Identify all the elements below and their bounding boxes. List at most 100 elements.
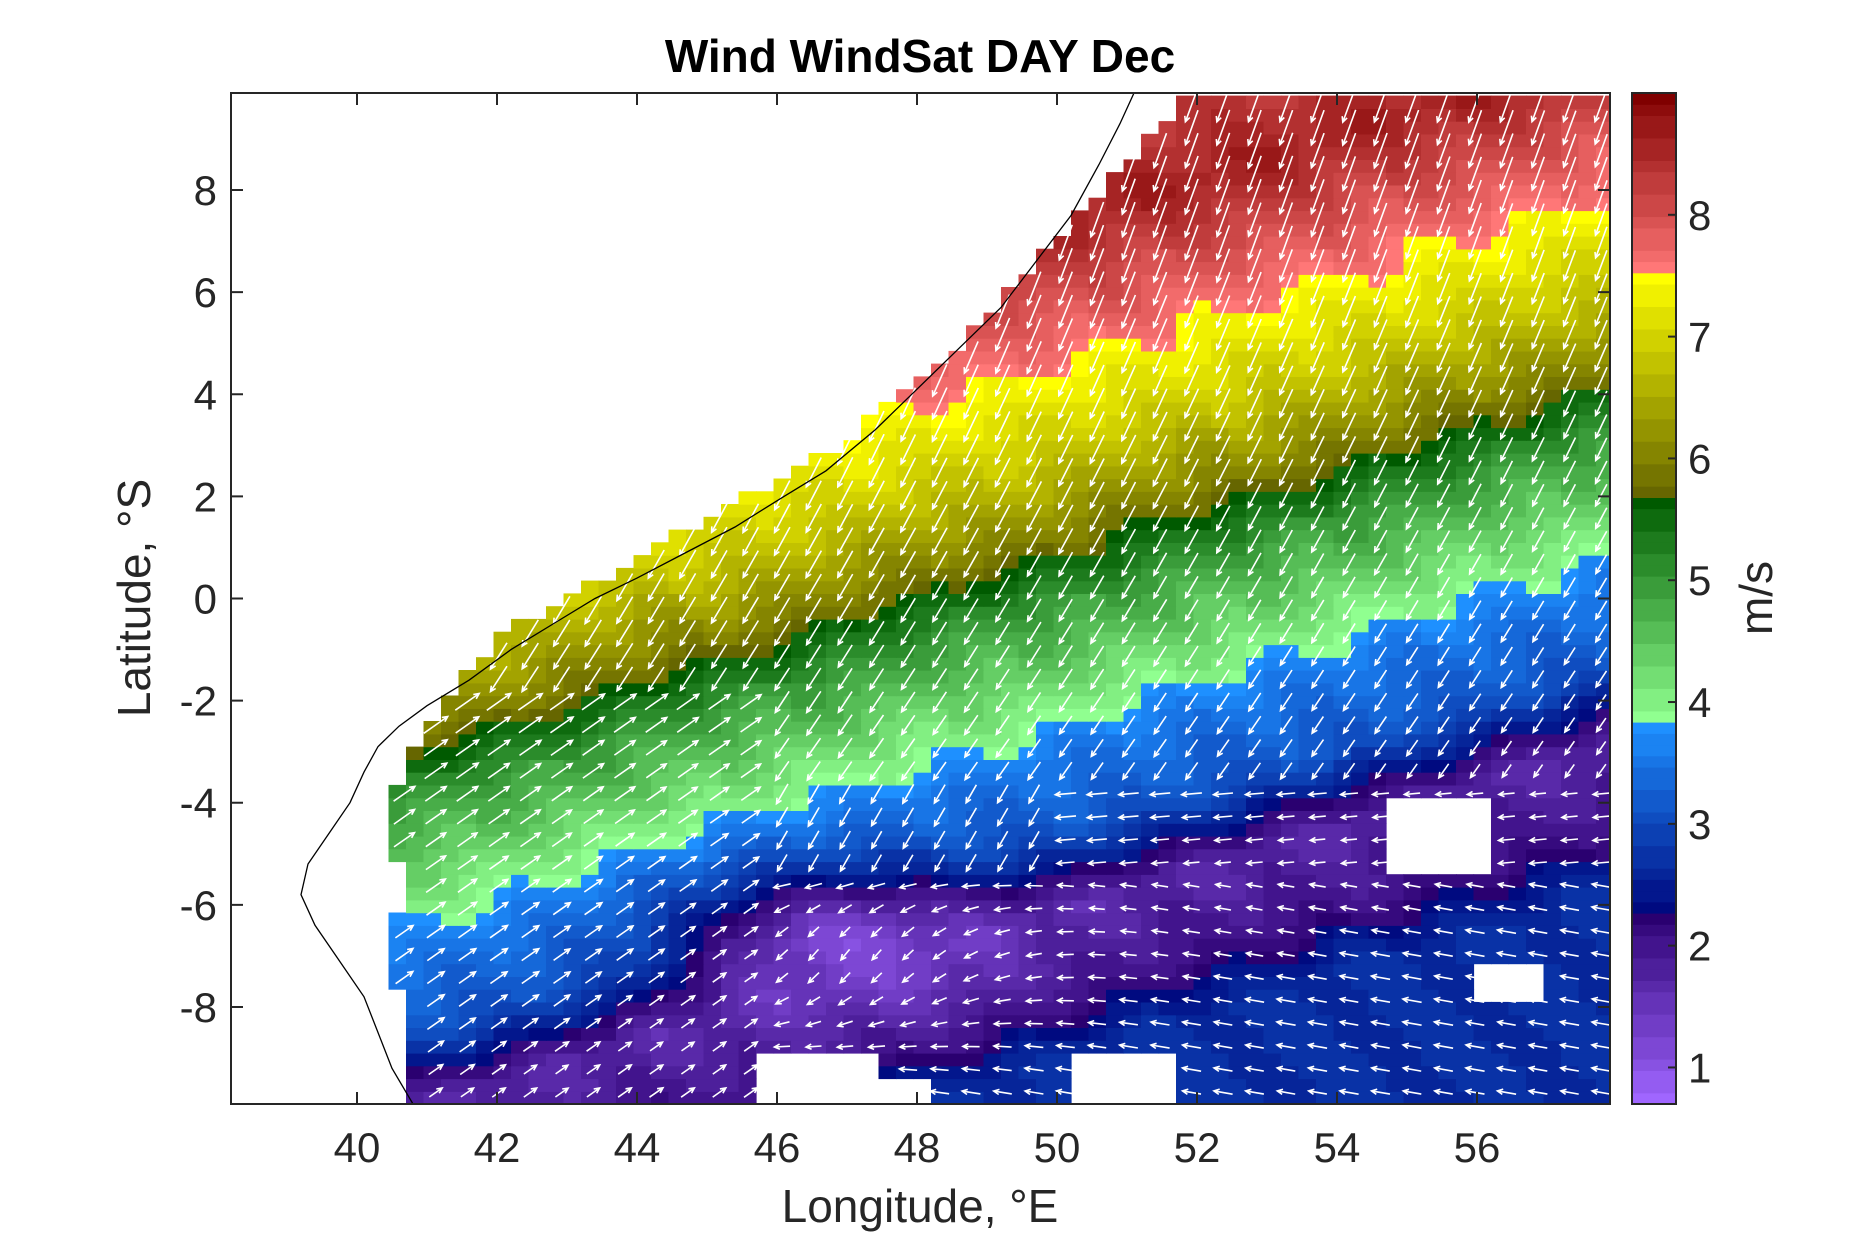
heatmap-cell — [1123, 746, 1142, 760]
heatmap-cell — [1298, 197, 1317, 212]
heatmap-cell — [861, 989, 880, 1003]
heatmap-cell — [1211, 861, 1230, 875]
heatmap-cell — [1316, 287, 1335, 301]
heatmap-cell — [1403, 976, 1422, 990]
heatmap-cell — [931, 618, 950, 633]
heatmap-cell — [1386, 925, 1405, 939]
heatmap-cell — [1543, 95, 1562, 109]
heatmap-cell — [756, 529, 775, 543]
heatmap-cell — [1158, 657, 1177, 671]
heatmap-cell — [878, 823, 897, 837]
heatmap-cell — [1018, 759, 1037, 773]
heatmap-cell — [528, 695, 547, 709]
heatmap-cell — [1508, 401, 1527, 416]
heatmap-cell — [1456, 210, 1475, 224]
heatmap-cell — [1211, 236, 1230, 250]
heatmap-cell — [493, 631, 512, 646]
heatmap-cell — [703, 1065, 722, 1080]
heatmap-cell — [633, 989, 652, 1003]
heatmap-cell — [1193, 440, 1212, 454]
heatmap-cell — [1473, 950, 1492, 965]
heatmap-cell — [1211, 963, 1230, 977]
heatmap-cell — [738, 912, 757, 926]
heatmap-cell — [1001, 835, 1020, 850]
heatmap-cell — [476, 1014, 495, 1028]
heatmap-cell — [861, 797, 880, 811]
heatmap-cell — [1368, 976, 1387, 990]
heatmap-cell — [721, 1052, 740, 1067]
heatmap-cell — [1543, 670, 1562, 684]
heatmap-cell — [1106, 1027, 1125, 1041]
heatmap-cell — [441, 887, 460, 901]
heatmap-cell — [1158, 721, 1177, 735]
heatmap-cell — [1351, 440, 1370, 454]
heatmap-cell — [1106, 401, 1125, 416]
heatmap-cell — [1228, 976, 1247, 990]
heatmap-cell — [1456, 772, 1475, 786]
heatmap-cell — [738, 772, 757, 786]
heatmap-cell — [1421, 389, 1440, 403]
heatmap-cell — [1421, 299, 1440, 314]
heatmap-cell — [703, 950, 722, 965]
heatmap-cell — [1018, 299, 1037, 314]
heatmap-cell — [1176, 823, 1195, 837]
heatmap-cell — [1543, 389, 1562, 403]
heatmap-cell — [1333, 325, 1352, 339]
heatmap-cell — [1526, 1091, 1545, 1104]
heatmap-cell — [1158, 1001, 1177, 1016]
heatmap-cell — [1368, 121, 1387, 135]
heatmap-cell — [1351, 644, 1370, 658]
heatmap-cell — [1193, 631, 1212, 646]
heatmap-cell — [1438, 197, 1457, 212]
heatmap-cell — [598, 976, 617, 990]
heatmap-cell — [1193, 746, 1212, 760]
heatmap-cell — [896, 963, 915, 977]
heatmap-cell — [633, 580, 652, 594]
heatmap-cell — [1438, 427, 1457, 441]
heatmap-cell — [1071, 899, 1090, 914]
heatmap-cell — [913, 887, 932, 901]
heatmap-cell — [1123, 887, 1142, 901]
heatmap-cell — [1281, 887, 1300, 901]
heatmap-cell — [1508, 248, 1527, 263]
heatmap-cell — [983, 938, 1002, 952]
heatmap-cell — [1578, 427, 1597, 441]
heatmap-cell — [1491, 912, 1510, 926]
heatmap-cell — [1298, 465, 1317, 480]
heatmap-cell — [843, 899, 862, 914]
heatmap-cell — [1473, 542, 1492, 556]
heatmap-cell — [1386, 172, 1405, 186]
heatmap-cell — [388, 912, 407, 926]
heatmap-cell — [1508, 644, 1527, 658]
heatmap-cell — [1526, 848, 1545, 863]
heatmap-cell — [1123, 325, 1142, 339]
heatmap-cell — [1333, 389, 1352, 403]
heatmap-cell — [668, 721, 687, 735]
heatmap-cell — [1141, 784, 1160, 799]
heatmap-cell — [1578, 1040, 1597, 1054]
heatmap-cell — [1211, 1091, 1230, 1104]
heatmap-cell — [388, 925, 407, 939]
heatmap-cell — [983, 759, 1002, 773]
heatmap-cell — [826, 695, 845, 709]
heatmap-cell — [1508, 95, 1527, 109]
heatmap-cell — [878, 1052, 897, 1067]
heatmap-cell — [1158, 644, 1177, 658]
heatmap-cell — [913, 491, 932, 505]
heatmap-cell — [1106, 274, 1125, 288]
heatmap-cell — [1263, 491, 1282, 505]
heatmap-cell — [756, 555, 775, 569]
heatmap-cell — [843, 465, 862, 480]
heatmap-cell — [1263, 312, 1282, 326]
heatmap-cell — [668, 874, 687, 888]
heatmap-cell — [511, 976, 530, 990]
heatmap-cell — [598, 746, 617, 760]
heatmap-cell — [1473, 1091, 1492, 1104]
heatmap-cell — [1333, 414, 1352, 429]
heatmap-cell — [1578, 708, 1597, 722]
heatmap-cell — [703, 938, 722, 952]
heatmap-cell — [1421, 236, 1440, 250]
heatmap-cell — [896, 887, 915, 901]
heatmap-cell — [1193, 1040, 1212, 1054]
heatmap-cell — [1386, 338, 1405, 352]
